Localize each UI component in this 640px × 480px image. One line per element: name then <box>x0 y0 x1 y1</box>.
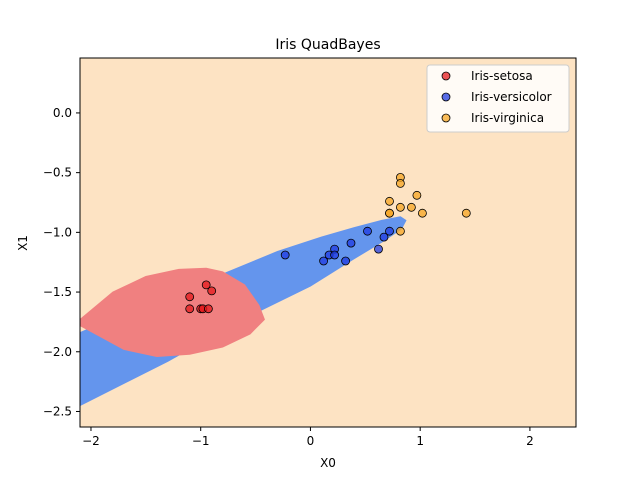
point-iris-versicolor <box>330 250 340 260</box>
point-iris-virginica <box>395 226 405 236</box>
point-iris-versicolor <box>379 232 389 242</box>
point-iris-setosa <box>203 304 213 314</box>
x-tick-label: 1 <box>416 434 424 448</box>
point-iris-versicolor <box>363 226 372 236</box>
point-iris-versicolor <box>385 226 394 236</box>
legend-label-iris-versicolor: Iris-versicolor <box>471 90 552 104</box>
point-iris-setosa <box>185 292 195 302</box>
point-iris-virginica <box>417 208 427 218</box>
point-iris-virginica <box>395 178 405 188</box>
legend-marker-iris-versicolor <box>441 92 451 102</box>
y-tick-label: −1.0 <box>43 225 72 239</box>
point-iris-virginica <box>412 190 422 200</box>
point-iris-setosa <box>201 280 211 290</box>
y-tick-label: −0.5 <box>43 166 72 180</box>
point-iris-virginica <box>406 202 416 212</box>
x-tick-label: −1 <box>192 434 210 448</box>
y-tick-label: −2.5 <box>43 404 72 418</box>
point-iris-setosa <box>207 286 217 296</box>
point-iris-versicolor <box>374 244 383 254</box>
legend-marker-iris-virginica <box>441 113 451 123</box>
axes: −2 −1 0 1 2 0.0 −0.5 −1.0 −1.5 −2.0 −2.5 <box>43 57 577 448</box>
chart-title: Iris QuadBayes <box>275 37 380 53</box>
y-tick-label: −1.5 <box>43 285 72 299</box>
x-axis-label: X0 <box>320 456 336 470</box>
x-tick-label: 0 <box>307 434 315 448</box>
y-axis-label: X1 <box>16 235 30 251</box>
data-points <box>185 172 471 314</box>
point-iris-versicolor <box>280 250 290 260</box>
plot-frame <box>79 57 577 428</box>
y-tick-label: 0.0 <box>53 106 72 120</box>
point-iris-setosa <box>185 304 195 314</box>
x-tick-label: −2 <box>82 434 100 448</box>
legend-marker-iris-setosa <box>441 71 451 81</box>
region-iris-setosa <box>80 267 265 358</box>
point-iris-versicolor <box>341 256 351 266</box>
point-iris-versicolor <box>319 256 329 266</box>
point-iris-virginica <box>395 202 405 212</box>
legend-label-iris-setosa: Iris-setosa <box>471 69 533 83</box>
y-tick-label: −2.0 <box>43 345 72 359</box>
point-iris-virginica <box>385 196 394 206</box>
legend: Iris-setosa Iris-versicolor Iris-virginica <box>426 64 570 133</box>
legend-label-iris-virginica: Iris-virginica <box>471 111 544 125</box>
point-iris-versicolor <box>346 238 356 248</box>
legend-box <box>426 64 570 133</box>
point-iris-virginica <box>461 208 471 218</box>
point-iris-virginica <box>385 208 394 218</box>
x-tick-label: 2 <box>526 434 534 448</box>
